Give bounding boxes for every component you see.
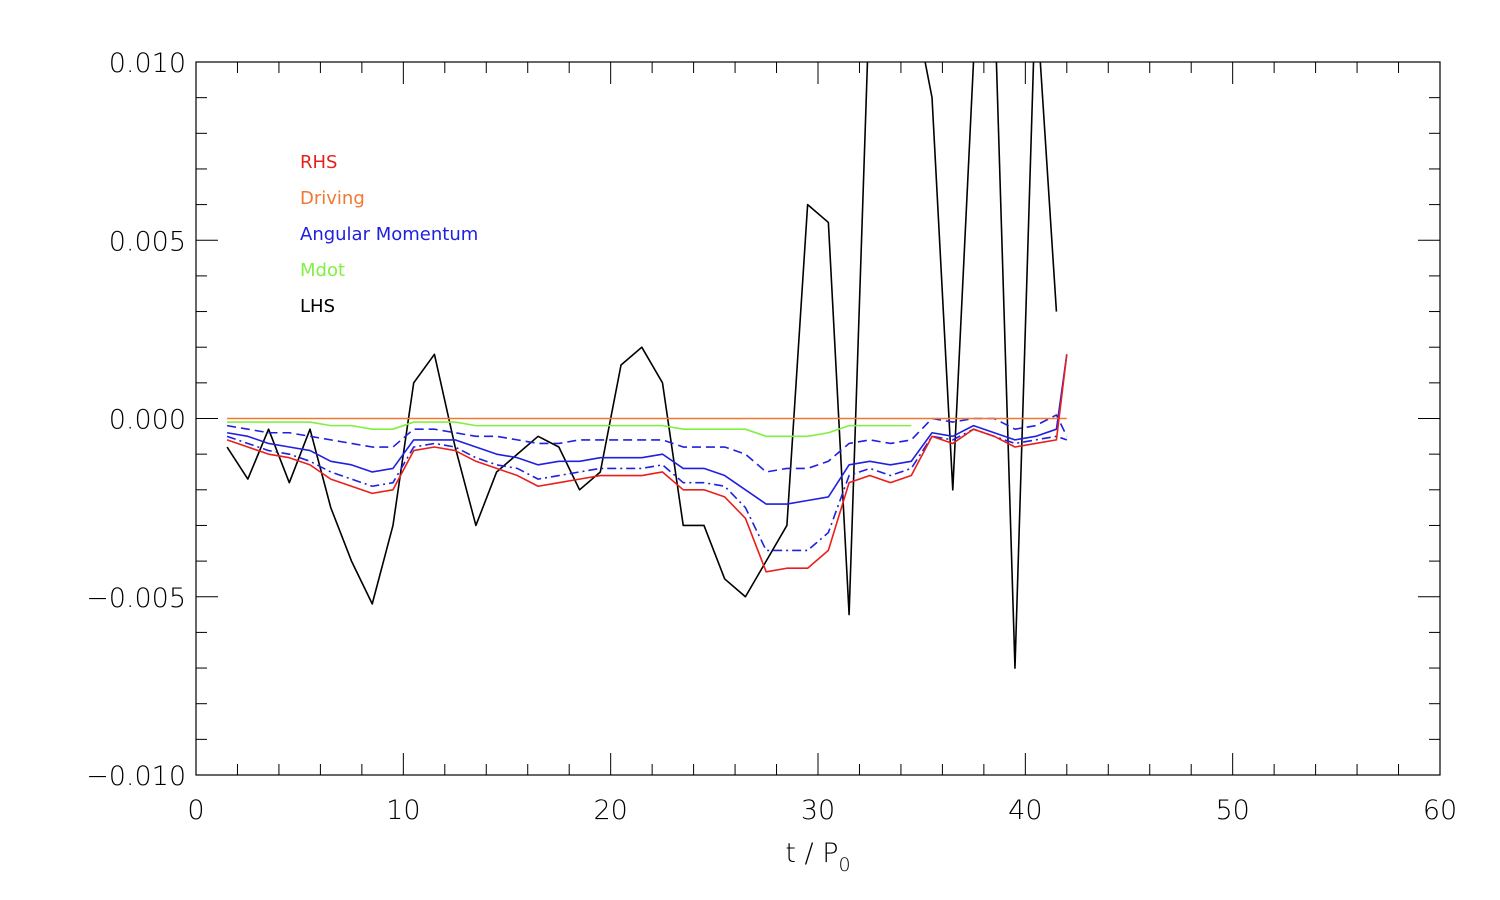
x-tick-label: 40 — [1008, 795, 1042, 826]
x-tick-label: 50 — [1215, 795, 1249, 826]
x-tick-label: 30 — [801, 795, 835, 826]
plot-area — [226, 62, 1068, 669]
y-tick-label: 0.000 — [109, 405, 186, 436]
x-tick-label: 20 — [593, 795, 627, 826]
y-tick-label: −0.010 — [86, 761, 186, 792]
series-line — [226, 354, 1068, 505]
legend-label: LHS — [300, 296, 335, 317]
legend-label: Angular Momentum — [300, 224, 478, 245]
x-tick-label: 60 — [1423, 795, 1457, 826]
series-line — [226, 414, 1068, 473]
series-line — [226, 428, 1068, 552]
legend-label: Driving — [300, 188, 365, 209]
series-line — [227, 421, 912, 438]
x-tick-label: 10 — [386, 795, 420, 826]
y-tick-label: 0.005 — [109, 226, 186, 257]
y-tick-label: −0.005 — [86, 583, 186, 614]
y-tick-label: 0.010 — [109, 48, 186, 79]
x-tick-label: 0 — [187, 795, 204, 826]
x-axis-label: t / P0 — [785, 838, 850, 876]
legend-label: Mdot — [300, 260, 345, 281]
series-line — [226, 62, 1058, 669]
legend-label: RHS — [300, 152, 337, 173]
series-line — [226, 354, 1068, 573]
